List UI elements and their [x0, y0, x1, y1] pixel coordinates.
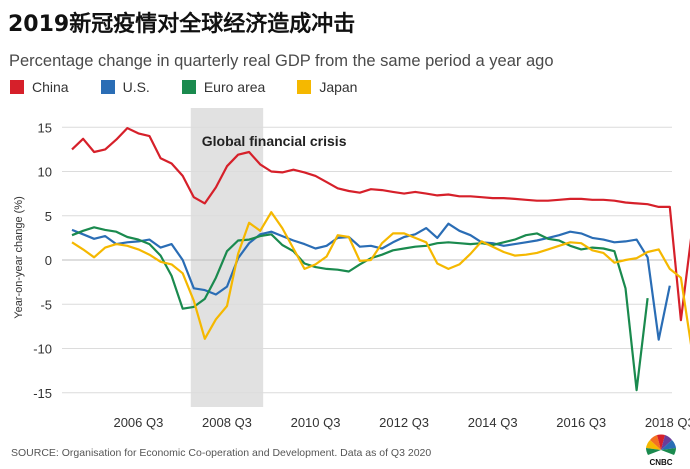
y-axis-label: Year-on-year change (%) [13, 196, 25, 319]
legend-swatch-japan [297, 80, 312, 94]
x-tick-label: 2018 Q3 [645, 415, 690, 430]
legend-item-china: China [10, 79, 69, 95]
y-tick-label: 15 [38, 120, 52, 135]
series-line-us [71, 222, 671, 341]
legend-swatch-euro [181, 80, 196, 94]
y-tick-label: 10 [38, 165, 52, 180]
legend-swatch-us [100, 80, 115, 94]
legend-label-china: China [32, 79, 69, 95]
x-tick-label: 2012 Q3 [379, 415, 429, 430]
legend-swatch-china [10, 80, 24, 94]
chart-subtitle: Percentage change in quarterly real GDP … [9, 52, 554, 70]
y-tick-label: -5 [40, 297, 52, 312]
cnbc-peacock-logo: CNBC [646, 434, 676, 467]
y-tick-label: 5 [45, 209, 52, 224]
chart-title: 2019新冠疫情对全球经济造成冲击 [8, 12, 356, 37]
x-tick-label: 2014 Q3 [468, 415, 518, 430]
x-tick-label: 2010 Q3 [291, 415, 341, 430]
legend-label-japan: Japan [319, 79, 358, 95]
legend-item-japan: Japan [297, 79, 357, 95]
x-tick-label: 2016 Q3 [556, 415, 606, 430]
y-tick-label: -10 [33, 342, 52, 357]
legend-item-us: U.S. [100, 79, 150, 95]
x-tick-label: 2006 Q3 [113, 415, 163, 430]
y-tick-label: 0 [45, 253, 52, 268]
legend: China U.S. Euro area Japan [10, 79, 389, 95]
legend-item-euro: Euro area [181, 79, 266, 95]
series-line-japan [71, 211, 690, 346]
shaded-region-1 [190, 108, 264, 407]
series-line-euroarea [71, 226, 649, 392]
series-line-china [71, 127, 690, 322]
source-note: SOURCE: Organisation for Economic Co-ope… [11, 447, 432, 459]
legend-label-euro: Euro area [203, 79, 266, 95]
logo-text: CNBC [649, 458, 672, 467]
annotation-financial-crisis: Global financial crisis [202, 133, 347, 149]
y-tick-label: -15 [33, 386, 52, 401]
x-tick-label: 2008 Q3 [202, 415, 252, 430]
legend-label-us: U.S. [122, 79, 150, 95]
